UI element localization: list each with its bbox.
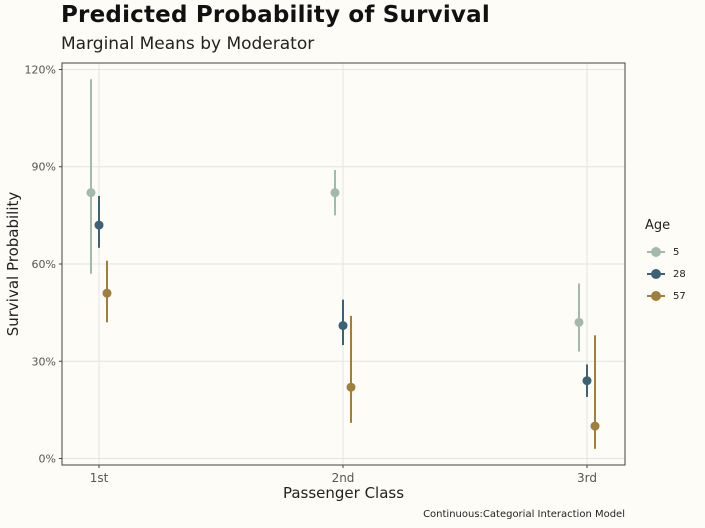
panel-border xyxy=(61,62,626,466)
x-axis: 1st 2nd 3rd xyxy=(90,465,597,485)
y-tick-label: 120% xyxy=(25,63,56,76)
x-tick-label: 3rd xyxy=(577,471,597,485)
point-age-5-1st xyxy=(86,188,96,198)
y-axis: 0% 30% 60% 90% 120% xyxy=(25,63,62,466)
legend-key xyxy=(645,246,667,258)
legend: Age 5 28 57 xyxy=(645,218,686,307)
legend-label: 5 xyxy=(673,246,680,258)
legend-item-age-57: 57 xyxy=(645,285,686,307)
point-age-28-1st xyxy=(94,220,104,230)
y-axis-label: Survival Probability xyxy=(4,191,22,337)
point-age-28-3rd xyxy=(582,376,592,386)
chart-title: Predicted Probability of Survival xyxy=(61,2,490,28)
y-tick-label: 30% xyxy=(32,355,56,368)
legend-label: 57 xyxy=(673,290,686,302)
y-tick-label: 90% xyxy=(32,161,56,174)
data-marks xyxy=(86,79,600,449)
legend-title: Age xyxy=(645,218,671,233)
legend-item-age-28: 28 xyxy=(645,263,686,285)
y-tick-label: 0% xyxy=(39,453,56,466)
chart-subtitle: Marginal Means by Moderator xyxy=(61,34,315,54)
chart-caption: Continuous:Categorial Interaction Model xyxy=(423,509,625,520)
legend-item-age-5: 5 xyxy=(645,241,686,263)
x-tick-label: 1st xyxy=(90,471,109,485)
legend-key xyxy=(645,290,667,302)
x-tick-label: 2nd xyxy=(332,471,355,485)
x-axis-label: Passenger Class xyxy=(282,484,405,502)
legend-key xyxy=(645,268,667,280)
point-age-5-3rd xyxy=(574,317,584,327)
point-age-57-3rd xyxy=(590,421,600,431)
point-age-28-2nd xyxy=(338,321,348,331)
y-tick-label: 60% xyxy=(32,258,56,271)
point-age-57-1st xyxy=(102,288,112,298)
gridlines xyxy=(62,63,625,465)
legend-label: 28 xyxy=(673,268,686,280)
point-age-57-2nd xyxy=(346,382,356,392)
point-age-5-2nd xyxy=(330,188,340,198)
